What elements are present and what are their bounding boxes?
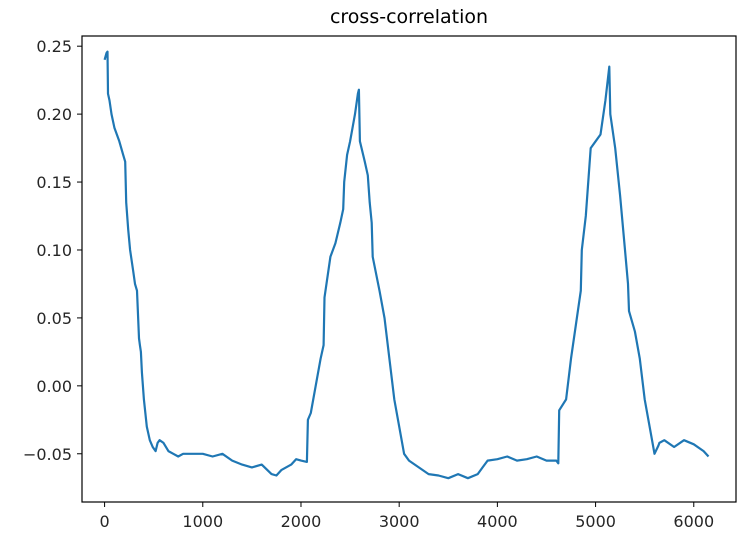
x-tick-label: 0 (99, 512, 109, 531)
x-tick-label: 6000 (673, 512, 714, 531)
x-tick-label: 1000 (182, 512, 223, 531)
x-tick-label: 3000 (379, 512, 420, 531)
x-tick-label: 2000 (281, 512, 322, 531)
chart-title: cross-correlation (330, 6, 488, 28)
cross-correlation-line (103, 50, 710, 480)
x-tick-label: 4000 (477, 512, 518, 531)
series-layer (103, 50, 710, 480)
y-axis: −0.05 0.00 0.05 0.10 0.15 0.20 0.25 (23, 37, 82, 464)
plot-area-frame (81, 35, 737, 503)
y-tick-label: 0.25 (36, 37, 72, 56)
y-tick-label: 0.20 (36, 105, 72, 124)
y-tick-label: 0.05 (36, 309, 72, 328)
y-tick-label: −0.05 (23, 445, 72, 464)
y-tick-label: 0.00 (36, 377, 72, 396)
y-tick-label: 0.10 (36, 241, 72, 260)
y-tick-label: 0.15 (36, 173, 72, 192)
x-axis: 0 1000 2000 3000 4000 5000 6000 (99, 502, 714, 531)
x-tick-label: 5000 (575, 512, 616, 531)
